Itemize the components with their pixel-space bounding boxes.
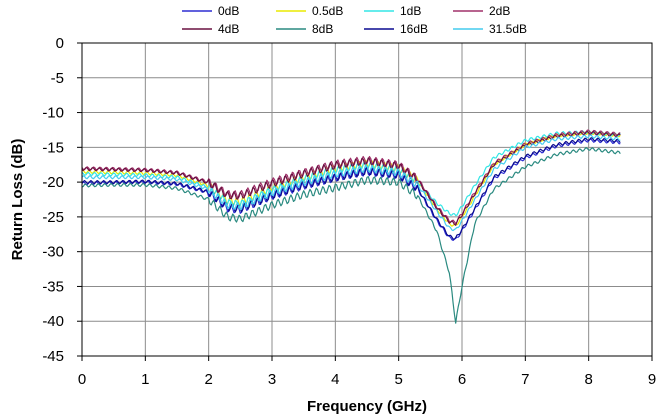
x-tick-label: 0: [78, 371, 86, 388]
series-lines: [81, 129, 621, 324]
x-tick-label: 2: [204, 371, 212, 388]
legend-label: 8dB: [312, 22, 333, 36]
grid: [81, 42, 653, 357]
x-tick-label: 4: [331, 371, 339, 388]
legend-label: 4dB: [218, 22, 239, 36]
series-line-0dB: [81, 138, 621, 241]
x-tick-label: 9: [648, 371, 656, 388]
x-axis-title: Frequency (GHz): [307, 398, 427, 415]
x-tick-label: 6: [458, 371, 466, 388]
y-tick-label: -20: [42, 174, 64, 191]
axis-ticks: 0 1 2 3 4 5 6 7 8 9 0 -5 -10 -15 -20 -25 -30 -35 -40 -45: [42, 35, 656, 388]
y-tick-label: -15: [42, 139, 64, 156]
series-line-2dB: [81, 129, 621, 225]
legend-label: 31.5dB: [489, 22, 527, 36]
plot-area-frame: [81, 42, 653, 357]
x-tick-label: 1: [141, 371, 149, 388]
legend-label: 0dB: [218, 4, 239, 18]
y-tick-label: -5: [51, 70, 64, 87]
x-tick-label: 8: [584, 371, 592, 388]
x-tick-label: 5: [394, 371, 402, 388]
y-tick-label: -45: [42, 348, 64, 365]
series-line-4dB: [81, 130, 621, 226]
legend-label: 0.5dB: [312, 4, 343, 18]
series-line-16dB: [81, 137, 621, 240]
legend: 0dB 0.5dB 1dB 2dB 4dB 8dB 16dB 31.5dB: [182, 4, 527, 36]
y-tick-label: -25: [42, 209, 64, 226]
y-tick-label: -30: [42, 244, 64, 261]
legend-label: 2dB: [489, 4, 510, 18]
x-tick-label: 7: [521, 371, 529, 388]
legend-label: 1dB: [400, 4, 421, 18]
legend-label: 16dB: [400, 22, 428, 36]
y-axis-title: Return Loss (dB): [9, 139, 26, 261]
y-tick-label: 0: [56, 35, 64, 52]
series-line-31.5dB: [81, 134, 621, 232]
series-line-8dB: [81, 147, 621, 324]
y-tick-label: -10: [42, 105, 64, 122]
y-tick-label: -35: [42, 278, 64, 295]
x-tick-label: 3: [268, 371, 276, 388]
y-tick-label: -40: [42, 313, 64, 330]
